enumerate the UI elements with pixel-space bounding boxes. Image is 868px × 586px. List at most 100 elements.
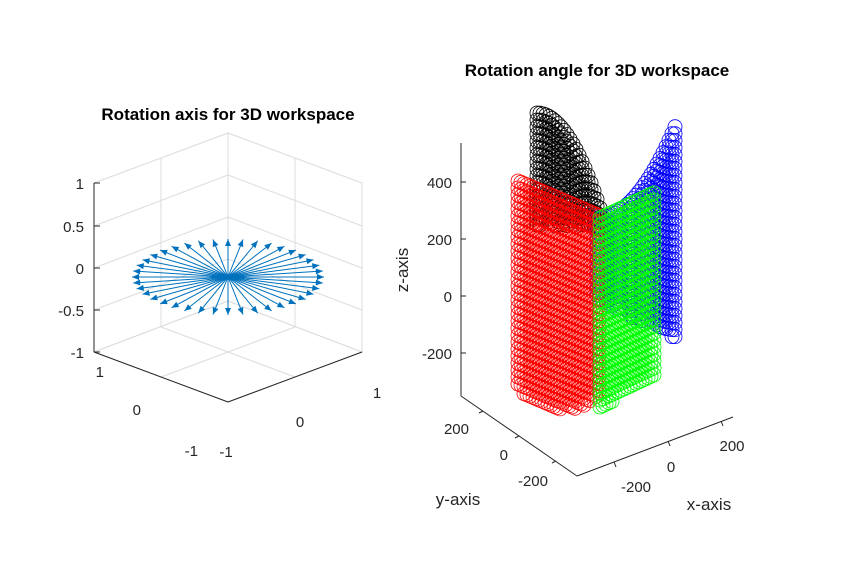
right-x-axis-label: x-axis — [687, 495, 731, 514]
quiver-arrow-shaft — [227, 276, 297, 305]
left-z-tick-label: 0 — [76, 261, 84, 278]
quiver-arrow-head — [160, 249, 168, 256]
quiver-arrow-head — [150, 294, 158, 301]
right-y-tick-label: 200 — [444, 421, 469, 438]
right-x-axis-line — [576, 416, 734, 477]
right-axes: Rotation angle for 3D workspace 400 200 … — [393, 61, 745, 514]
left-x-tick-label: 1 — [373, 385, 381, 402]
left-z-tick-label: 1 — [76, 176, 84, 193]
right-z-axis-label: z-axis — [393, 248, 412, 292]
quiver-arrow-shaft — [136, 276, 229, 290]
quiver-arrow-shaft — [142, 259, 229, 278]
right-z-tick-label: 0 — [444, 289, 452, 306]
left-x-axis-line — [227, 351, 363, 403]
right-x-tick-label: 0 — [667, 459, 675, 476]
quiver-arrow-head — [311, 263, 320, 270]
left-axes: Rotation axis for 3D workspace — [58, 105, 381, 461]
quiver-arrow-shaft — [227, 276, 306, 300]
right-y-tick-label: -200 — [518, 473, 548, 490]
quiver-arrow-head — [171, 246, 180, 253]
quiver-arrow-head — [184, 243, 192, 250]
quiver-arrow-head — [142, 258, 150, 265]
quiver-arrow-shaft — [227, 242, 272, 278]
quiver-arrow-shaft — [227, 276, 320, 290]
series-blue-marker — [667, 322, 683, 338]
quiver-arrow-head — [150, 253, 158, 260]
right-chart-title: Rotation angle for 3D workspace — [465, 61, 730, 80]
right-y-tick-label: 0 — [500, 447, 508, 464]
quiver-arrow-head — [171, 301, 180, 308]
series-blue-marker — [667, 329, 683, 345]
quiver-arrow-head — [212, 239, 219, 248]
quiver-arrow-shaft — [184, 242, 229, 278]
quiver-arrow-shaft — [227, 245, 285, 278]
right-y-axis-label: y-axis — [436, 490, 480, 509]
quiver-arrow-head — [250, 305, 258, 314]
quiver-arrow-shaft — [142, 276, 229, 295]
quiver-arrow-head — [136, 284, 145, 291]
quiver-arrow-head — [225, 308, 231, 315]
quiver-arrow-shaft — [227, 264, 320, 278]
left-y-tick-label: 1 — [96, 364, 104, 381]
quiver-arrows — [132, 239, 324, 315]
workspace-point-rings — [510, 105, 683, 417]
right-z-tick-label: 400 — [427, 175, 452, 192]
quiver-arrow-head — [315, 268, 323, 275]
quiver-arrow-shaft — [227, 276, 285, 309]
quiver-arrow-shaft — [159, 249, 229, 278]
quiver-arrow-shaft — [171, 245, 229, 278]
quiver-arrow-head — [306, 258, 314, 265]
quiver-arrow-head — [212, 306, 219, 315]
quiver-arrow-head — [311, 284, 320, 291]
left-y-tick-label: -1 — [185, 443, 198, 460]
quiver-arrow-head — [317, 274, 324, 280]
quiver-arrow-shaft — [227, 259, 314, 278]
quiver-arrow-head — [298, 253, 306, 260]
right-x-tick-label: 200 — [719, 438, 744, 455]
left-y-tick-label: 0 — [133, 402, 141, 419]
quiver-arrow-head — [264, 304, 272, 311]
quiver-arrow-head — [288, 249, 296, 256]
quiver-arrow-head — [276, 301, 285, 308]
series-blue-marker — [664, 329, 680, 345]
quiver-arrow-head — [136, 263, 145, 270]
right-axis-lines — [460, 143, 734, 477]
quiver-arrow-head — [250, 240, 258, 249]
right-z-tick-label: 200 — [427, 232, 452, 249]
quiver-arrow-head — [184, 304, 192, 311]
quiver-arrow-shaft — [227, 276, 323, 284]
quiver-arrow-head — [276, 246, 285, 253]
quiver-arrow-head — [142, 289, 150, 296]
quiver-arrow-shaft — [197, 276, 229, 314]
quiver-arrow-head — [288, 298, 296, 305]
quiver-arrow-shaft — [133, 276, 229, 284]
left-x-tick-label: 0 — [296, 414, 304, 431]
left-x-tick-label: -1 — [219, 444, 232, 461]
quiver-arrow-shaft — [133, 270, 229, 278]
left-y-axis-line — [93, 351, 229, 403]
quiver-arrow-shaft — [150, 276, 229, 300]
left-z-tick-label: 0.5 — [63, 219, 84, 236]
left-z-tick-label: -0.5 — [58, 303, 84, 320]
quiver-arrow-shaft — [197, 240, 229, 278]
quiver-arrow-head — [315, 279, 323, 286]
right-x-tick-label: -200 — [621, 479, 651, 496]
quiver-arrow-head — [132, 274, 139, 280]
left-axis-lines — [93, 182, 363, 403]
quiver-arrow-shaft — [227, 249, 297, 278]
quiver-arrow-head — [198, 240, 206, 249]
quiver-arrow-shaft — [150, 254, 229, 278]
quiver-arrow-shaft — [227, 254, 306, 278]
quiver-arrow-head — [298, 294, 306, 301]
quiver-arrow-shaft — [227, 240, 259, 278]
quiver-arrow-head — [225, 239, 231, 246]
quiver-arrow-head — [264, 243, 272, 250]
series-blue-marker — [664, 322, 680, 338]
quiver-arrow-head — [133, 268, 141, 275]
left-chart-title: Rotation axis for 3D workspace — [101, 105, 354, 124]
quiver-arrow-head — [160, 298, 168, 305]
quiver-arrow-head — [306, 289, 314, 296]
right-z-tick-label: -200 — [422, 346, 452, 363]
quiver-arrow-shaft — [227, 276, 259, 314]
quiver-arrow-head — [237, 306, 244, 315]
